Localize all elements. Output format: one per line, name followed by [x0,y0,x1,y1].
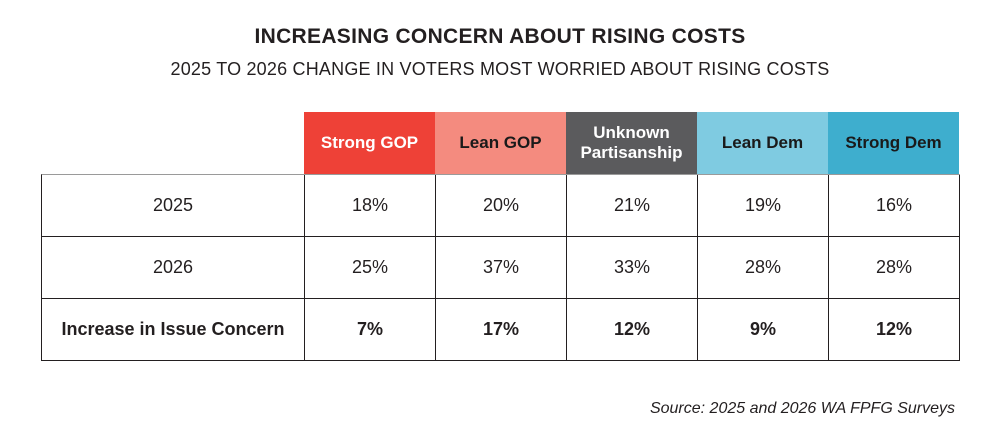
chart-subtitle: 2025 TO 2026 CHANGE IN VOTERS MOST WORRI… [170,59,830,79]
column-header-lean-gop: Lean GOP [435,112,566,174]
cell-2026-unknown: 33% [567,237,698,299]
row-label-2025: 2025 [42,175,305,237]
column-header-lean-dem: Lean Dem [697,112,828,174]
cell-increase-lean-gop: 17% [436,299,567,361]
cell-2025-unknown: 21% [567,175,698,237]
cell-2026-strong-dem: 28% [829,237,960,299]
row-label-2026: 2026 [42,237,305,299]
column-header-strong-gop: Strong GOP [304,112,435,174]
row-label-increase: Increase in Issue Concern [42,299,305,361]
column-header-strong-dem: Strong Dem [828,112,959,174]
cell-increase-strong-gop: 7% [305,299,436,361]
cell-2025-lean-gop: 20% [436,175,567,237]
cell-2026-lean-gop: 37% [436,237,567,299]
cell-2025-strong-gop: 18% [305,175,436,237]
cell-2025-strong-dem: 16% [829,175,960,237]
source-note: Source: 2025 and 2026 WA FPFG Surveys [649,400,955,417]
cell-increase-lean-dem: 9% [698,299,829,361]
cell-2025-lean-dem: 19% [698,175,829,237]
column-header-unknown-partisanship: Unknown Partisanship [566,112,697,174]
cell-2026-strong-gop: 25% [305,237,436,299]
cell-increase-unknown: 12% [567,299,698,361]
chart-title: INCREASING CONCERN ABOUT RISING COSTS [254,25,746,48]
table-header-row: Strong GOP Lean GOP Unknown Partisanship… [304,112,959,174]
cell-2026-lean-dem: 28% [698,237,829,299]
data-table: 2025 18% 20% 21% 19% 16% 2026 25% 37% 33… [41,174,960,361]
cell-increase-strong-dem: 12% [829,299,960,361]
